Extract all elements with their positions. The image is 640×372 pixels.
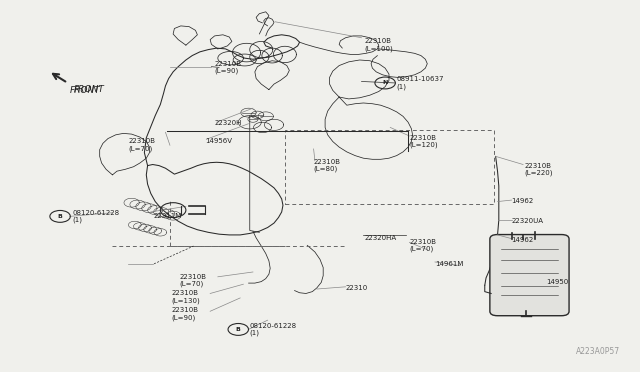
Text: 14962: 14962: [511, 198, 534, 204]
Text: A223A0P57: A223A0P57: [576, 347, 620, 356]
Text: 22310B
(L=80): 22310B (L=80): [314, 159, 340, 172]
Text: 22310B
(L=70): 22310B (L=70): [129, 138, 156, 152]
Text: FRONT: FRONT: [74, 85, 105, 94]
Text: 22310B
(L=100): 22310B (L=100): [365, 38, 394, 52]
Text: 22320UA: 22320UA: [511, 218, 543, 224]
Text: 14962: 14962: [511, 237, 534, 243]
Text: 14956V: 14956V: [205, 138, 232, 144]
Text: 14950: 14950: [547, 279, 569, 285]
Text: 22310B
(L=120): 22310B (L=120): [410, 135, 438, 148]
Text: FRONT: FRONT: [70, 86, 100, 95]
Text: 22310: 22310: [346, 285, 368, 291]
Text: 08911-10637
(1): 08911-10637 (1): [397, 76, 444, 90]
Text: 22310B
(L=70): 22310B (L=70): [410, 238, 436, 252]
Text: 08120-61228
(1): 08120-61228 (1): [250, 323, 297, 336]
Text: 08120-61228
(1): 08120-61228 (1): [72, 210, 119, 223]
Text: 22311M: 22311M: [154, 213, 182, 219]
Bar: [285, 131, 494, 204]
Text: N: N: [383, 80, 388, 86]
FancyBboxPatch shape: [490, 235, 569, 316]
Text: B: B: [236, 327, 241, 332]
Text: 22310B
(L=220): 22310B (L=220): [524, 163, 553, 176]
Text: 22320H: 22320H: [214, 120, 242, 126]
Text: 22310B
(L=90): 22310B (L=90): [214, 61, 242, 74]
Text: 14961M: 14961M: [435, 261, 463, 267]
Text: 22320HA: 22320HA: [365, 235, 397, 241]
Text: B: B: [58, 214, 63, 219]
Text: 22310B
(L=130): 22310B (L=130): [172, 291, 200, 304]
Text: 22310B
(L=90): 22310B (L=90): [172, 307, 199, 321]
Text: 22310B
(L=70): 22310B (L=70): [179, 274, 207, 287]
